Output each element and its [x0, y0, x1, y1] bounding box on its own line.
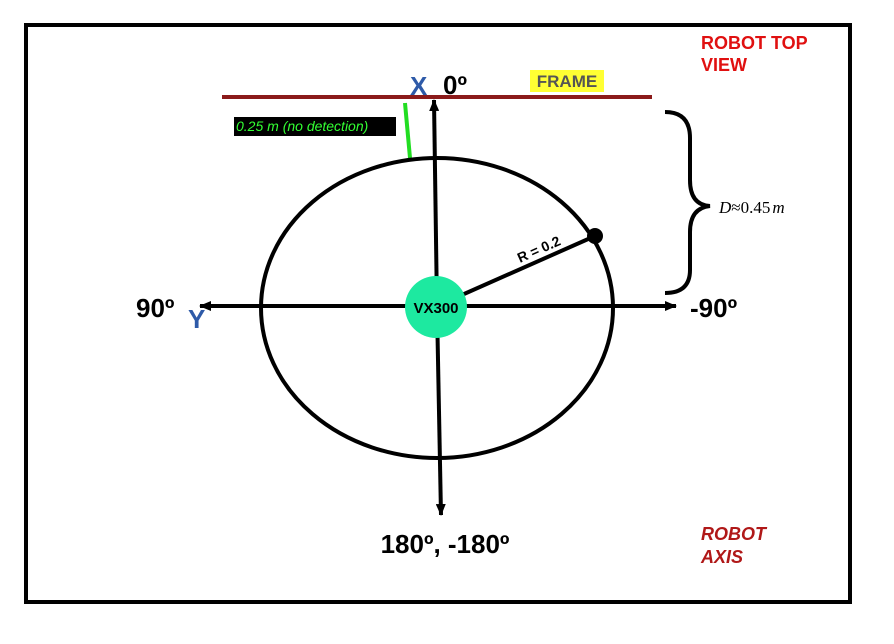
title-line-1: ROBOT TOP [701, 33, 808, 53]
x-axis-up-arrow [429, 99, 440, 309]
robot-label: VX300 [413, 300, 458, 317]
x-axis-down-arrow [435, 307, 446, 516]
angle-bottom-label: 180º, -180º [381, 529, 510, 559]
y-axis-angle: 90º [136, 293, 175, 323]
y-axis-letter: Y [188, 304, 205, 334]
distance-label: D≈0.45 m [718, 198, 785, 217]
sensor-label: 0.25 m (no detection) [236, 118, 368, 134]
sensor-label-bg [234, 117, 396, 136]
distance-symbol: D [718, 198, 732, 217]
x-axis-letter: X [410, 71, 428, 101]
robot-base [405, 276, 467, 338]
robot-axis-line-1: ROBOT [701, 524, 768, 544]
distance-approx: ≈ [731, 198, 740, 217]
sensor-range-line [403, 102, 412, 159]
distance-unit: m [772, 198, 784, 217]
frame-label-highlight [530, 70, 604, 92]
outer-border [24, 23, 852, 604]
angle-right-label: -90º [690, 293, 738, 323]
distance-value: 0.45 [741, 198, 771, 217]
robot-axis-line-2: AXIS [700, 547, 743, 567]
x-axis-angle: 0º [443, 70, 467, 100]
radius-endpoint [587, 228, 603, 244]
title-line-2: VIEW [701, 55, 747, 75]
frame-label: FRAME [537, 72, 597, 91]
distance-brace [664, 110, 711, 295]
